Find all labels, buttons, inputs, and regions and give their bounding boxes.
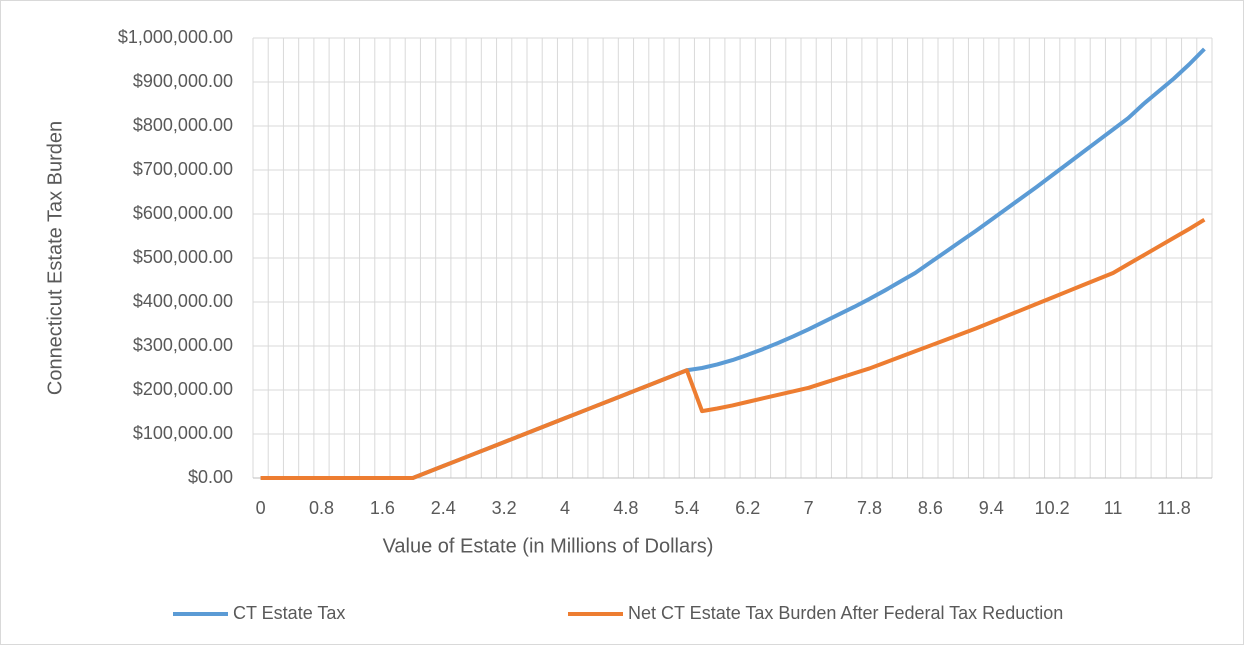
legend-label: Net CT Estate Tax Burden After Federal T… — [628, 603, 1063, 623]
y-tick-label: $700,000.00 — [133, 159, 233, 179]
x-tick-label: 7.8 — [857, 498, 882, 518]
x-tick-label: 11 — [1104, 498, 1123, 518]
x-tick-label: 9.4 — [979, 498, 1004, 518]
y-tick-label: $500,000.00 — [133, 247, 233, 267]
x-tick-label: 8.6 — [918, 498, 943, 518]
y-tick-label: $600,000.00 — [133, 203, 233, 223]
x-tick-label: 2.4 — [431, 498, 456, 518]
y-tick-label: $900,000.00 — [133, 71, 233, 91]
x-tick-label: 0 — [256, 498, 266, 518]
y-tick-label: $400,000.00 — [133, 291, 233, 311]
x-tick-label: 10.2 — [1035, 498, 1070, 518]
x-axis-title: Value of Estate (in Millions of Dollars) — [383, 535, 714, 557]
x-tick-label: 4 — [560, 498, 570, 518]
x-tick-label: 5.4 — [674, 498, 699, 518]
x-tick-label: 1.6 — [370, 498, 395, 518]
y-tick-label: $800,000.00 — [133, 115, 233, 135]
y-tick-label: $300,000.00 — [133, 335, 233, 355]
x-tick-label: 7 — [804, 498, 814, 518]
legend-label: CT Estate Tax — [233, 603, 345, 623]
y-tick-label: $1,000,000.00 — [118, 27, 233, 47]
line-series — [260, 218, 1206, 480]
y-tick-label: $100,000.00 — [133, 423, 233, 443]
y-tick-label: $200,000.00 — [133, 379, 233, 399]
y-axis-title: Connecticut Estate Tax Burden — [44, 121, 66, 395]
y-tick-label: $0.00 — [188, 467, 233, 487]
x-tick-label: 4.8 — [613, 498, 638, 518]
x-tick-label: 3.2 — [492, 498, 517, 518]
x-tick-label: 11.8 — [1157, 498, 1191, 518]
x-tick-label: 0.8 — [309, 498, 334, 518]
x-tick-label: 6.2 — [735, 498, 760, 518]
